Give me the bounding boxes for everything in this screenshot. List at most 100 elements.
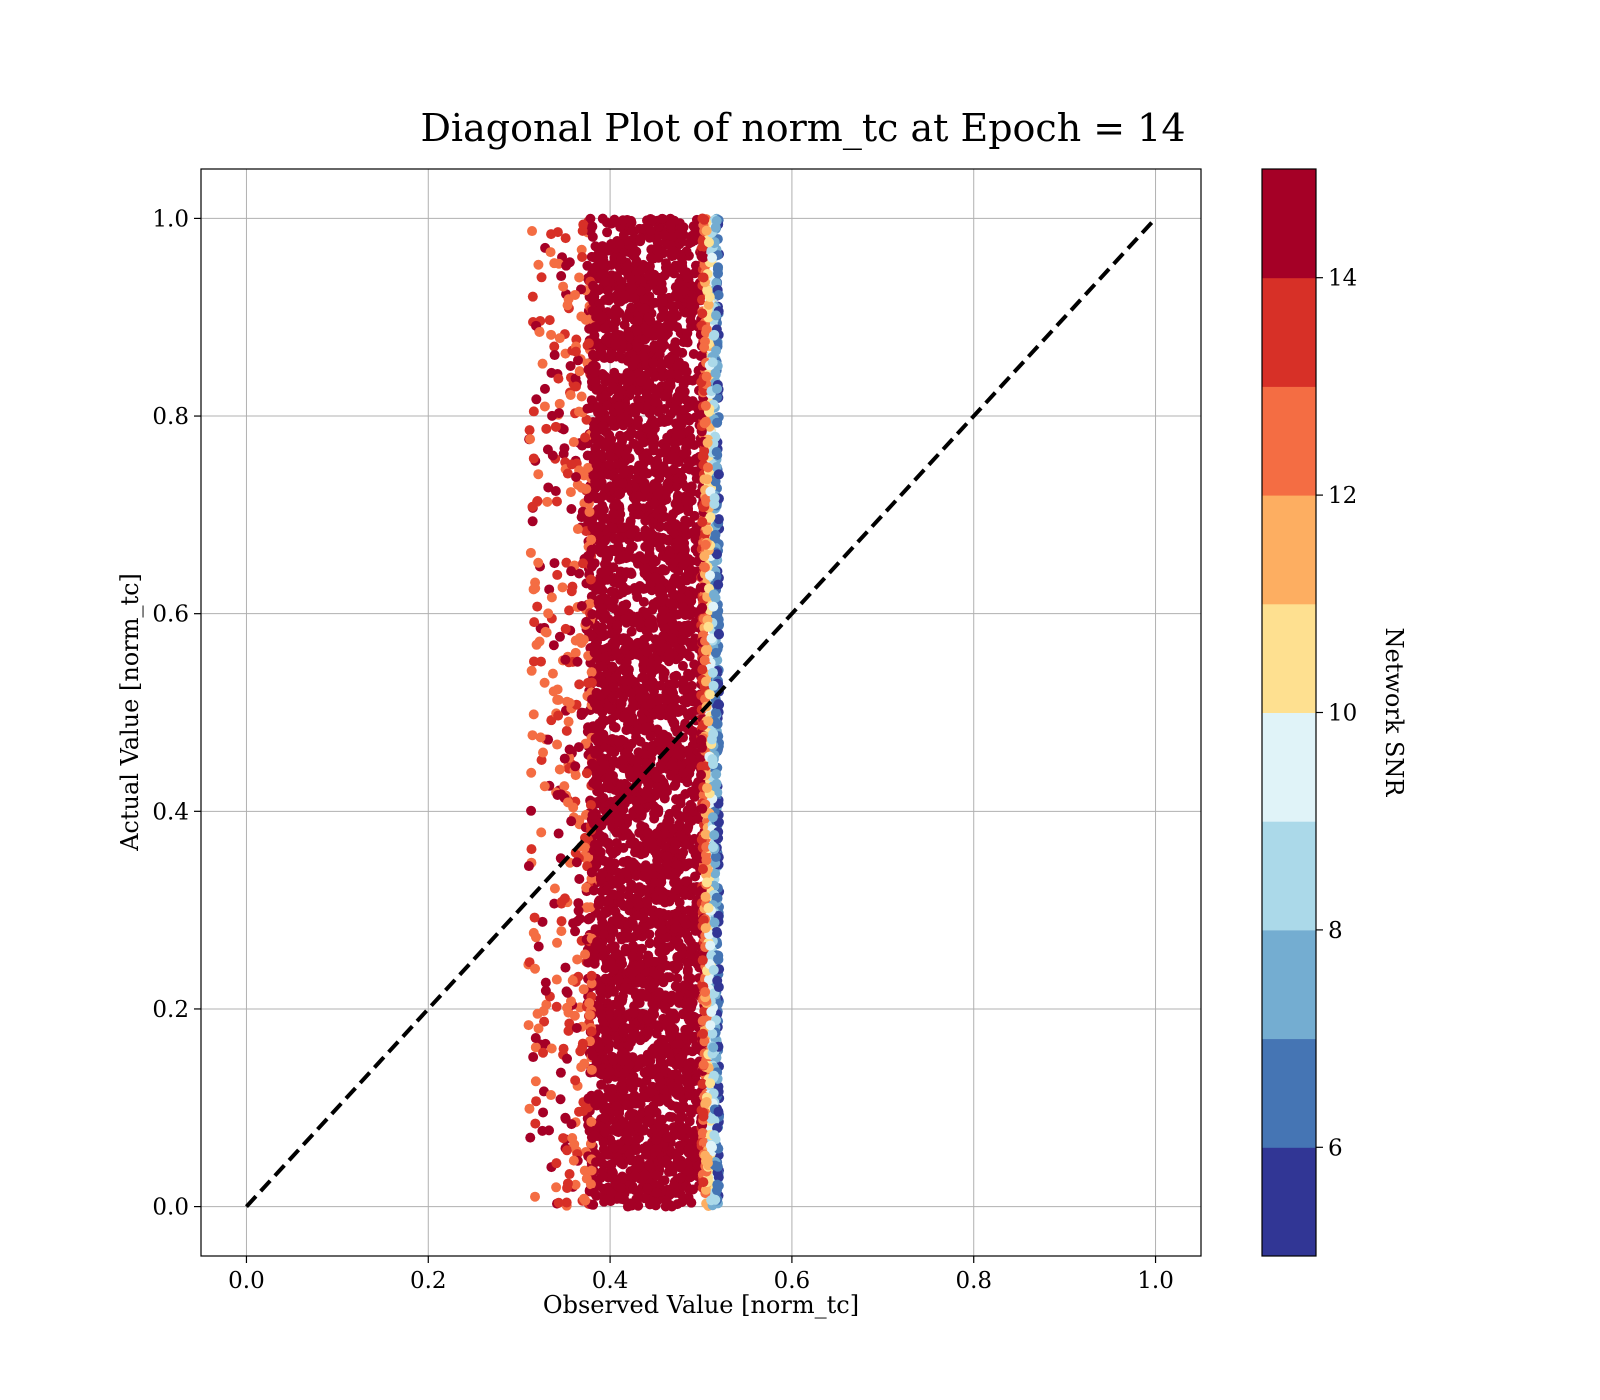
scatter-point — [688, 348, 699, 359]
scatter-point — [646, 907, 657, 918]
scatter-point — [711, 447, 722, 458]
scatter-point — [560, 654, 571, 665]
scatter-point — [580, 432, 591, 443]
scatter-point — [618, 600, 629, 611]
scatter-point — [697, 516, 708, 527]
scatter-point — [585, 912, 596, 923]
scatter-point — [668, 1162, 679, 1173]
scatter-point — [594, 1002, 605, 1013]
scatter-point — [708, 589, 719, 600]
scatter-point — [699, 562, 710, 573]
scatter-point — [554, 408, 565, 419]
scatter-point — [713, 1106, 724, 1117]
scatter-point — [562, 1053, 573, 1064]
scatter-point — [680, 307, 691, 318]
scatter-point — [560, 962, 571, 973]
scatter-point — [684, 1185, 695, 1196]
scatter-point — [654, 417, 665, 428]
scatter-point — [613, 444, 624, 455]
scatter-point — [602, 227, 613, 238]
scatter-point — [641, 422, 652, 433]
scatter-point — [698, 1111, 709, 1122]
scatter-point — [540, 626, 551, 637]
scatter-point — [708, 330, 719, 341]
scatter-point — [573, 905, 584, 916]
scatter-point — [703, 621, 714, 632]
scatter-point — [684, 238, 695, 249]
scatter-point — [683, 1063, 694, 1074]
scatter-point — [702, 782, 713, 793]
scatter-point — [558, 281, 569, 292]
scatter-point — [688, 786, 699, 797]
scatter-point — [546, 1043, 557, 1054]
scatter-point — [574, 679, 585, 690]
scatter-point — [556, 916, 567, 927]
scatter-point — [697, 664, 708, 675]
scatter-point — [585, 799, 596, 810]
scatter-point — [600, 973, 611, 984]
scatter-point — [691, 473, 702, 484]
scatter-point — [625, 542, 636, 553]
scatter-point — [659, 623, 670, 634]
scatter-point — [577, 558, 588, 569]
scatter-point — [539, 677, 550, 688]
scatter-point — [700, 986, 711, 997]
scatter-point — [564, 1169, 575, 1180]
scatter-point — [559, 443, 570, 454]
scatter-point — [711, 310, 722, 321]
scatter-point — [574, 272, 585, 283]
scatter-point — [570, 926, 581, 937]
scatter-point — [699, 551, 710, 562]
scatter-point — [530, 1118, 541, 1129]
scatter-point — [610, 1122, 621, 1133]
scatter-point — [569, 1010, 580, 1021]
scatter-point — [586, 544, 597, 555]
scatter-point — [586, 1026, 597, 1037]
scatter-point — [530, 1076, 541, 1087]
scatter-point — [657, 296, 668, 307]
scatter-point — [551, 1001, 562, 1012]
scatter-point — [538, 747, 549, 758]
scatter-point — [584, 506, 595, 517]
scatter-point — [707, 812, 718, 823]
scatter-point — [551, 1182, 562, 1193]
scatter-point — [546, 592, 557, 603]
scatter-point — [528, 453, 539, 464]
scatter-point — [700, 400, 711, 411]
scatter-point — [586, 1116, 597, 1127]
scatter-point — [568, 437, 579, 448]
scatter-point — [713, 699, 724, 710]
scatter-point — [570, 289, 581, 300]
scatter-point — [574, 1106, 585, 1117]
scatter-point — [577, 1042, 588, 1053]
scatter-point — [553, 1197, 564, 1208]
scatter-point — [550, 486, 561, 497]
scatter-point — [707, 357, 718, 368]
scatter-point — [533, 469, 544, 480]
scatter-point — [676, 419, 687, 430]
scatter-point — [565, 487, 576, 498]
scatter-point — [529, 912, 540, 923]
scatter-point — [556, 926, 567, 937]
scatter-point — [626, 771, 637, 782]
scatter-point — [698, 1059, 709, 1070]
scatter-point — [615, 577, 626, 588]
scatter-point — [597, 714, 608, 725]
scatter-point — [710, 529, 721, 540]
scatter-point — [525, 434, 536, 445]
scatter-point — [549, 558, 560, 569]
scatter-point — [566, 1119, 577, 1130]
scatter-point — [657, 605, 668, 616]
scatter-point — [700, 923, 711, 934]
scatter-point — [532, 1008, 543, 1019]
scatter-point — [538, 1107, 549, 1118]
scatter-point — [576, 600, 587, 611]
scatter-point — [566, 503, 577, 514]
scatter-point — [527, 291, 538, 302]
scatter-point — [697, 803, 708, 814]
scatter-point — [570, 761, 581, 772]
scatter-point — [576, 391, 587, 402]
scatter-point — [697, 602, 708, 613]
scatter-point — [701, 225, 712, 236]
scatter-point — [713, 290, 724, 301]
